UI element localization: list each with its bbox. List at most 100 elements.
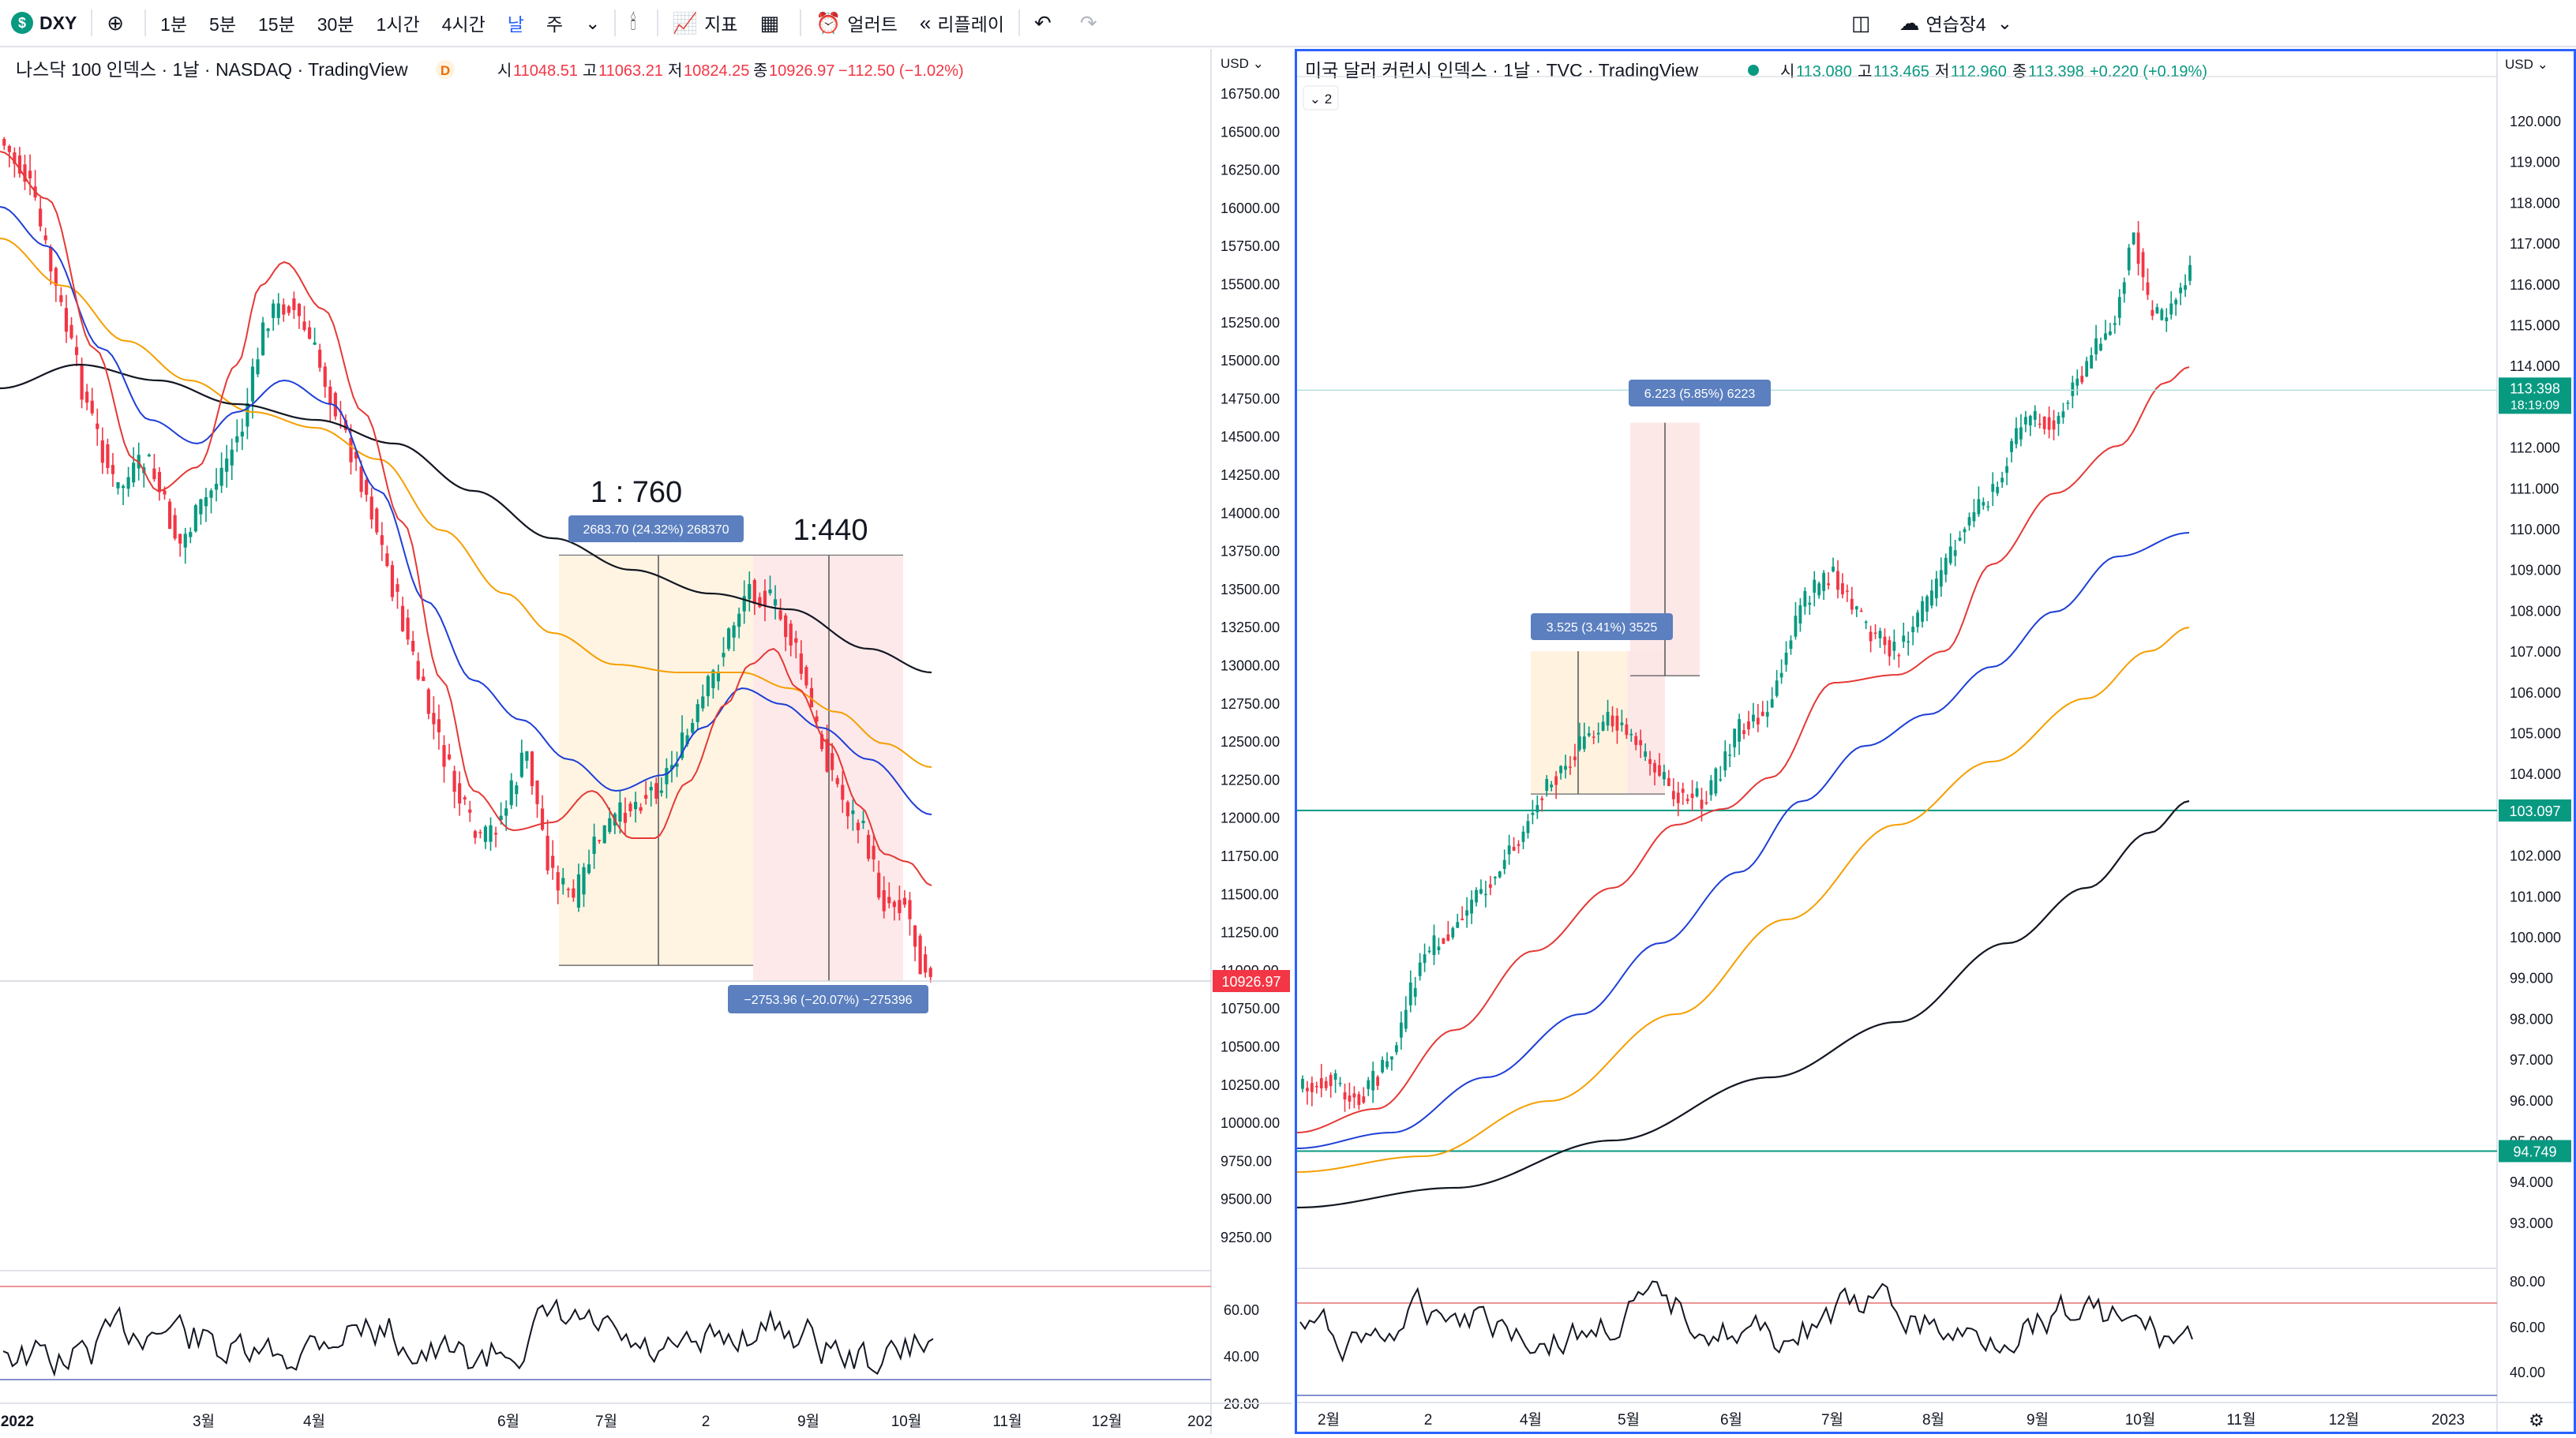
dxy-candle [1569,766,1572,768]
nasdaq-candle [877,872,881,898]
dxy-candle [1803,590,1807,607]
chart-type-button[interactable]: 🕯 [619,0,653,47]
dxy-candle [1526,821,1530,833]
replay-button[interactable]: «리플레이 [909,0,1015,47]
nasdaq-chart-canvas[interactable]: USD ⌄ 16750.00 16500.00 16250.00 16000.00 157… [0,49,1292,1434]
dxy-candle [1620,722,1624,725]
interval-15m[interactable]: 15분 [258,14,295,35]
dxy-candle [1658,765,1661,776]
dxy-candle [1977,499,1981,515]
dxy-candle [2019,427,2023,440]
dxy-candle [1564,766,1567,770]
interval-1m[interactable]: 1분 [160,14,188,35]
nasdaq-candle [773,599,778,606]
price-tick-label: 15750.00 [1221,238,1280,254]
dxy-candle [1930,590,1933,606]
nasdaq-candle [359,466,363,492]
nasdaq-candle [390,565,395,597]
dxy-candle [2169,303,2173,315]
dxy-candle [1587,733,1591,736]
dxy-candle [1738,719,1741,742]
dxy-candle [1982,502,1985,506]
dxy-candle [1512,846,1516,851]
nasdaq-candle [411,640,415,652]
indicators-button[interactable]: 📈 지표 [662,0,749,47]
nasdaq-candle [519,752,523,777]
interval-1w[interactable]: 주 [546,14,564,35]
dxy-candle [1592,736,1595,738]
dxy-candle [1615,715,1619,731]
nasdaq-candle [219,467,223,486]
dxy-candle [1314,1085,1318,1088]
dxy-candle [1371,1070,1375,1091]
dxy-candle [1859,610,1863,612]
dxy-candle [1517,844,1520,846]
nasdaq-candle [804,667,808,686]
toolbar-divider [91,9,93,36]
dxy-candle [1934,579,1938,598]
ema-short-line [0,151,932,886]
dxy-candle [1385,1061,1389,1068]
dxy-candle [2113,323,2117,325]
price-tick-label: 16250.00 [1221,163,1280,178]
interval-1d[interactable]: 날 [507,14,524,35]
interval-4h[interactable]: 4시간 [441,14,486,35]
nasdaq-candle [432,713,436,725]
nasdaq-candle [711,670,715,688]
settings-gear-icon: ⚙ [2529,1410,2544,1430]
nasdaq-candle [302,321,306,331]
layout-button[interactable]: ◫ [1840,0,1888,47]
templates-button[interactable]: ▦ [748,0,797,47]
dxy-candle [1306,1088,1309,1092]
price-tick-label: 15500.00 [1221,277,1280,293]
nasdaq-candle [69,324,73,339]
dxy-candle [1333,1073,1337,1080]
dxy-candle [1408,982,1412,1005]
price-tick-label: 118.000 [2510,195,2560,211]
indicators-icon: 📈 [672,10,699,35]
nasdaq-candle [447,754,452,760]
undo-button[interactable]: ↶ [1023,0,1069,47]
dxy-candle [1690,793,1694,798]
add-symbol-button[interactable]: ⊕ [96,0,141,47]
indicators-label: 지표 [704,14,738,35]
dxy-candle [1832,566,1835,571]
undo-icon: ↶ [1034,10,1052,35]
interval-30m[interactable]: 30분 [317,14,354,35]
interval-menu-button[interactable]: ⌄ [574,0,611,47]
nasdaq-candle [540,808,545,830]
dxy-candle [1676,792,1680,803]
redo-button[interactable]: ↷ [1069,0,1115,47]
templates-icon: ▦ [759,10,780,35]
time-axis-label: 202 [1187,1414,1213,1430]
nasdaq-candle [913,925,917,947]
nasdaq-candle [535,780,539,804]
dxy-candle [1554,776,1558,785]
dxy-candle [1535,805,1539,813]
dxy-candle [1348,1095,1352,1102]
nasdaq-candle [49,247,53,271]
interval-5m[interactable]: 5분 [209,14,236,35]
time-axis-label: 4월 [1520,1411,1542,1429]
nasdaq-candle [287,306,291,313]
dxy-candle [1967,517,1971,526]
nasdaq-chart-panel[interactable]: USD ⌄ 16750.00 16500.00 16250.00 16000.00 157… [0,49,1292,1434]
interval-1h[interactable]: 1시간 [376,14,420,35]
nasdaq-candle [385,553,389,567]
collapse-count: ⌄ 2 [1310,92,1332,107]
measure-up-label-bg [568,515,744,542]
dxy-chart-panel[interactable]: USD ⌄ 120.000 119.000 118.000 117.000 116.000… [1295,49,2576,1434]
dxy-candle [2122,282,2126,294]
time-axis-label: 7월 [595,1413,617,1430]
dxy-chart-canvas[interactable]: USD ⌄ 120.000 119.000 118.000 117.000 116.000… [1296,51,2574,1432]
ohlc-label: 고 [583,62,597,80]
alert-button[interactable]: ⏰ 얼러트 [804,0,909,47]
dxy-candle [1376,1077,1380,1086]
ema-short-line [1296,366,2190,1133]
ema-mid-line [0,206,932,815]
symbol-search-button[interactable]: $ DXY [0,0,88,47]
dxy-candle [1648,758,1652,764]
price-tick-label: 15250.00 [1221,315,1280,331]
layout-name-button[interactable]: ☁ 연습장4 ⌄ [1888,0,2023,47]
level-label-2: 94.749 [2513,1144,2556,1159]
